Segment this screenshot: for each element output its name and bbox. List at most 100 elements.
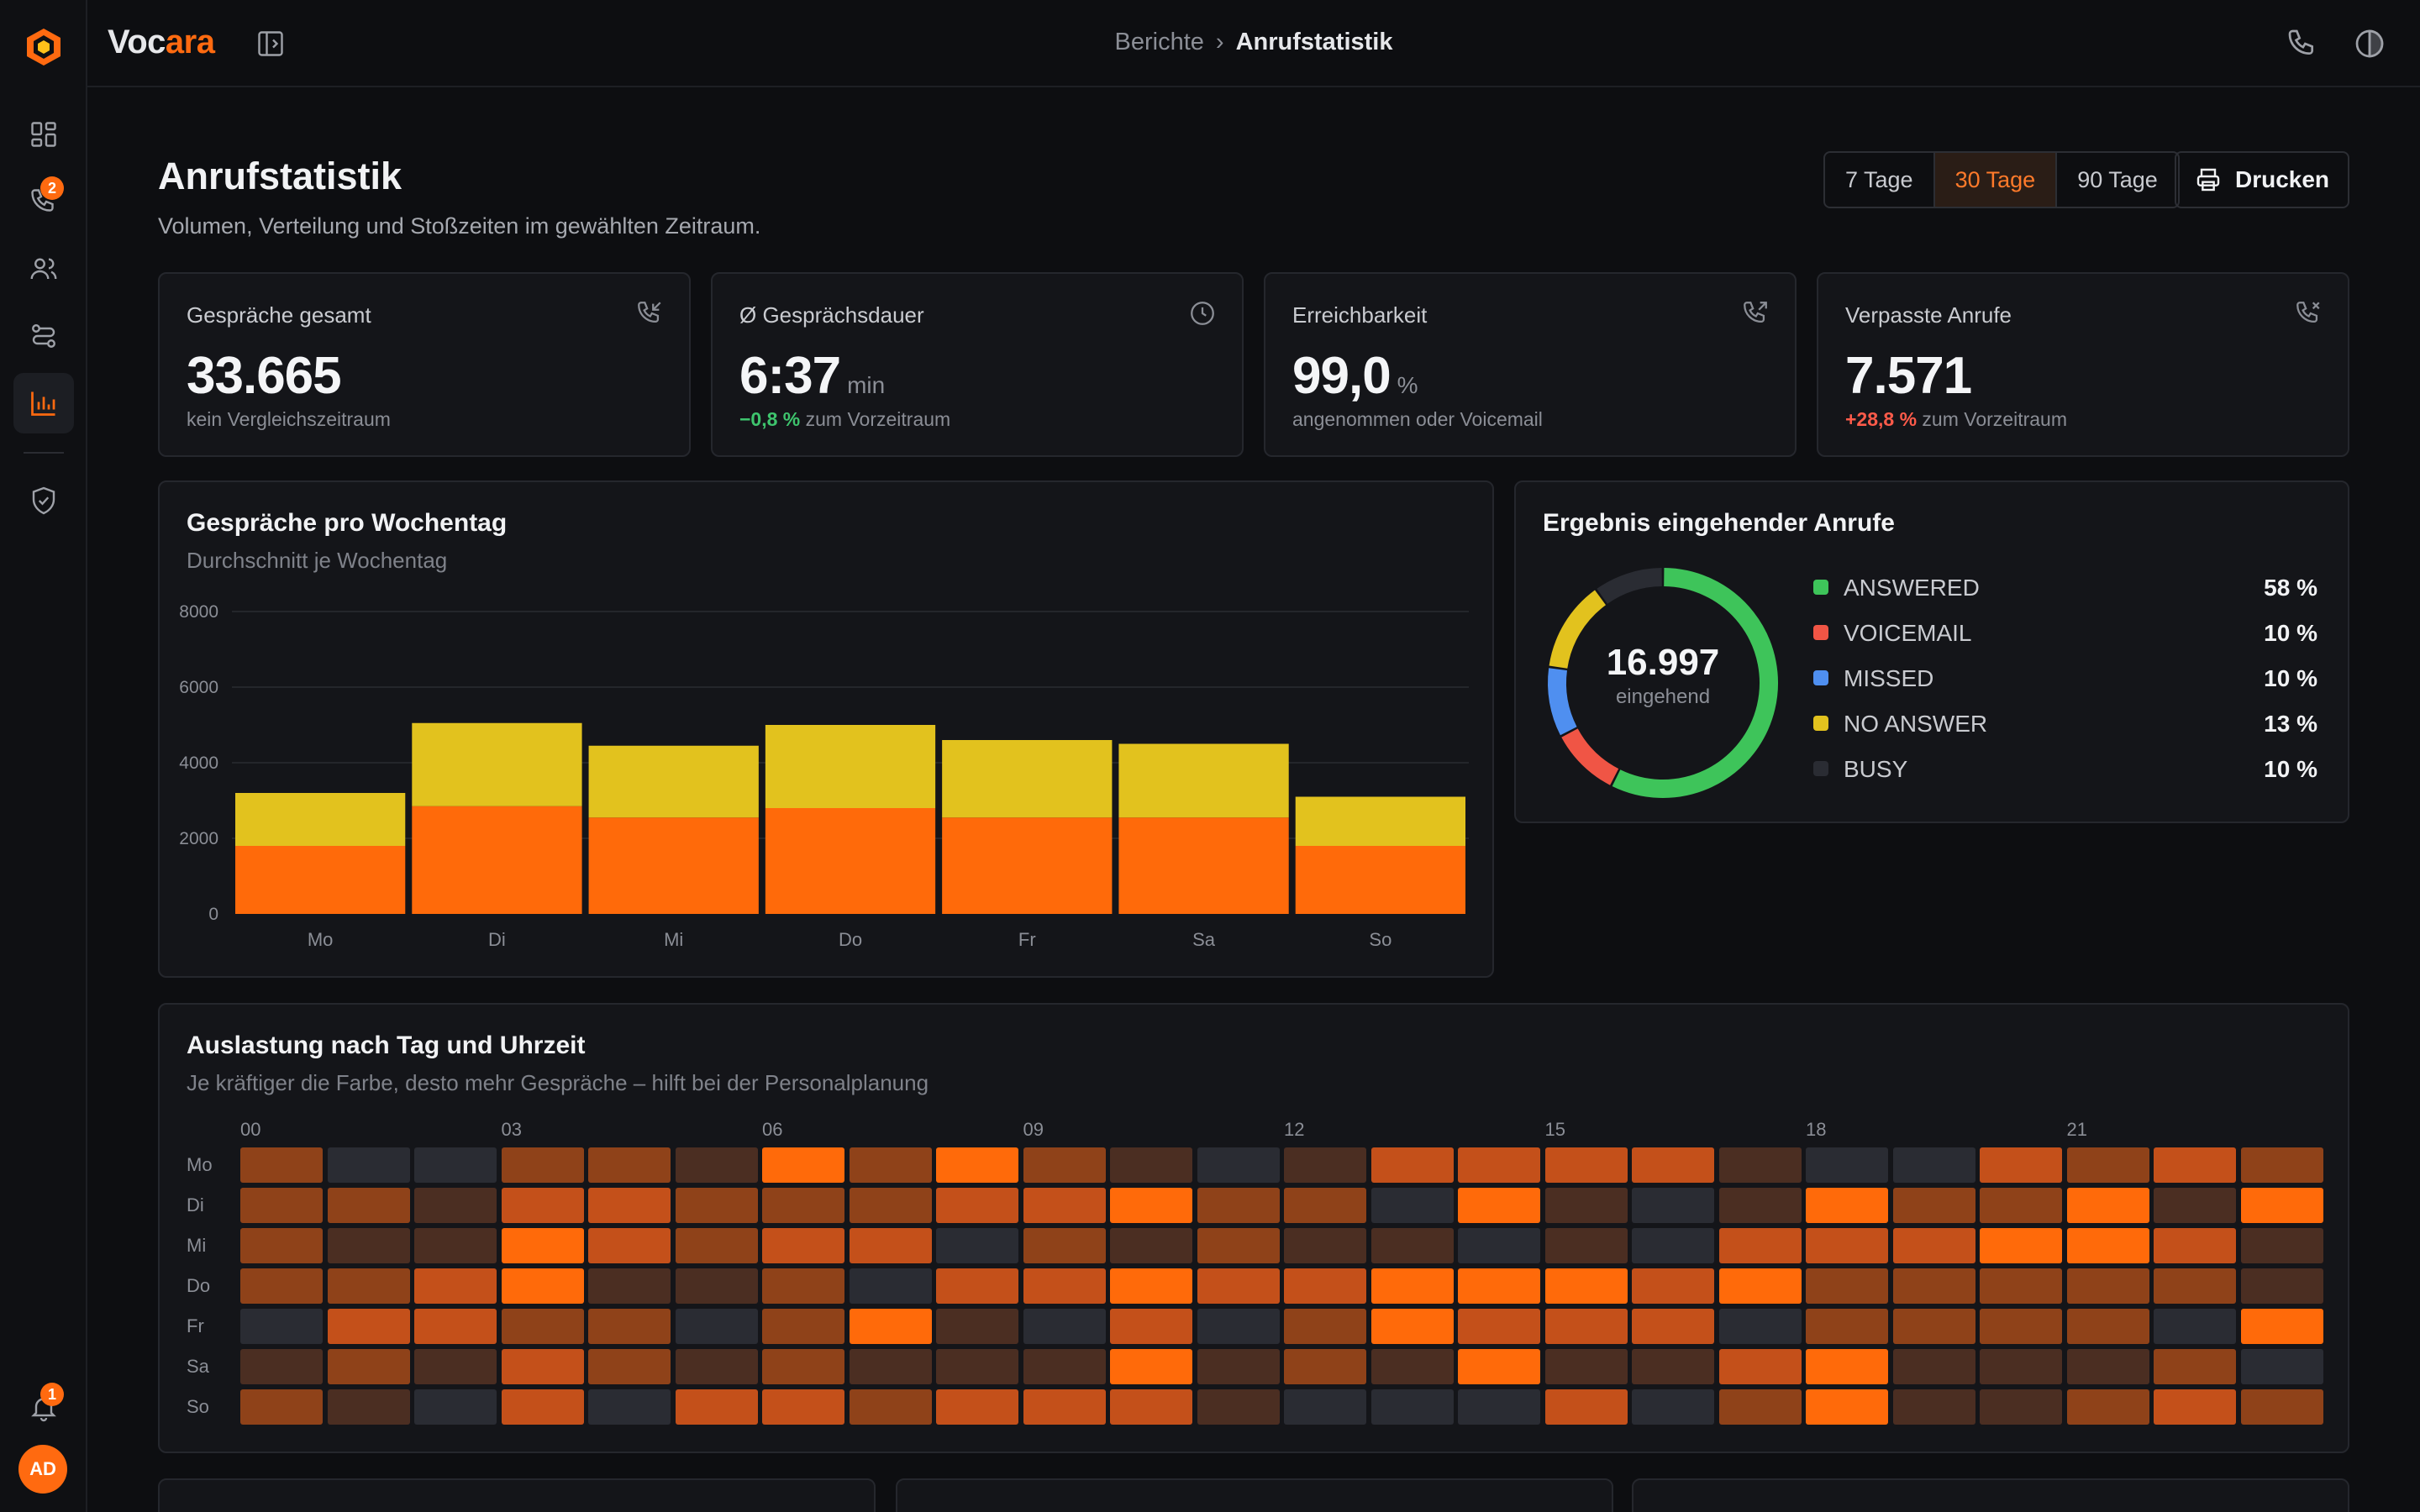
heatmap-cell[interactable] [1980, 1268, 2062, 1304]
legend-item-voicemail[interactable]: VOICEMAIL 10 % [1813, 617, 2317, 650]
heatmap-cell[interactable] [588, 1228, 671, 1263]
heatmap-cell[interactable] [762, 1147, 844, 1183]
heatmap-cell[interactable] [588, 1389, 671, 1425]
heatmap-cell[interactable] [501, 1309, 584, 1344]
heatmap-cell[interactable] [675, 1309, 758, 1344]
heatmap-cell[interactable] [2240, 1389, 2323, 1425]
heatmap-cell[interactable] [2240, 1309, 2323, 1344]
logo-icon[interactable] [25, 27, 62, 67]
theme-toggle-icon[interactable] [2353, 27, 2386, 60]
heatmap-cell[interactable] [588, 1188, 671, 1223]
sidebar-item-contacts[interactable] [13, 239, 74, 299]
heatmap-cell[interactable] [2154, 1389, 2236, 1425]
heatmap-cell[interactable] [849, 1389, 932, 1425]
heatmap-cell[interactable] [1458, 1389, 1540, 1425]
heatmap-cell[interactable] [1458, 1349, 1540, 1384]
heatmap-cell[interactable] [1284, 1349, 1366, 1384]
heatmap-cell[interactable] [588, 1349, 671, 1384]
phone-icon[interactable] [2286, 27, 2319, 60]
heatmap-cell[interactable] [1806, 1228, 1888, 1263]
heatmap-cell[interactable] [675, 1147, 758, 1183]
heatmap-cell[interactable] [1370, 1389, 1454, 1425]
heatmap-cell[interactable] [2240, 1268, 2323, 1304]
sidebar-toggle-icon[interactable] [255, 29, 286, 59]
heatmap-cell[interactable] [936, 1349, 1018, 1384]
heatmap-cell[interactable] [762, 1188, 844, 1223]
bar-segment-di-0[interactable] [412, 806, 582, 914]
notifications-button[interactable]: 1 [13, 1378, 74, 1438]
heatmap-cell[interactable] [936, 1228, 1018, 1263]
heatmap-cell[interactable] [501, 1228, 584, 1263]
heatmap-cell[interactable] [1023, 1147, 1106, 1183]
heatmap-cell[interactable] [327, 1268, 410, 1304]
range-90-days[interactable]: 90 Tage [2077, 167, 2158, 192]
heatmap-cell[interactable] [240, 1147, 323, 1183]
heatmap-cell[interactable] [1110, 1188, 1192, 1223]
heatmap-cell[interactable] [240, 1389, 323, 1425]
heatmap-cell[interactable] [2240, 1228, 2323, 1263]
heatmap-cell[interactable] [1806, 1349, 1888, 1384]
heatmap-cell[interactable] [1980, 1147, 2062, 1183]
donut-slice-missed[interactable] [1548, 668, 1577, 736]
heatmap-cell[interactable] [414, 1147, 497, 1183]
legend-item-busy[interactable]: BUSY 10 % [1813, 753, 2317, 786]
sidebar-item-routing[interactable] [13, 306, 74, 366]
heatmap-cell[interactable] [501, 1389, 584, 1425]
donut-slice-no-answer[interactable] [1549, 590, 1607, 669]
heatmap-cell[interactable] [1718, 1268, 1802, 1304]
heatmap-cell[interactable] [849, 1188, 932, 1223]
sidebar-item-security[interactable] [13, 470, 74, 531]
heatmap-cell[interactable] [1197, 1309, 1280, 1344]
range-30-days[interactable]: 30 Tage [1934, 153, 2058, 207]
legend-item-missed[interactable]: MISSED 10 % [1813, 662, 2317, 696]
heatmap-cell[interactable] [1370, 1349, 1454, 1384]
bar-segment-sa-1[interactable] [1118, 743, 1289, 818]
heatmap-cell[interactable] [1284, 1147, 1366, 1183]
heatmap-cell[interactable] [240, 1228, 323, 1263]
bar-segment-fr-1[interactable] [942, 740, 1113, 818]
heatmap-cell[interactable] [1370, 1268, 1454, 1304]
heatmap-cell[interactable] [501, 1349, 584, 1384]
heatmap-cell[interactable] [1632, 1349, 1714, 1384]
heatmap-cell[interactable] [2154, 1349, 2236, 1384]
heatmap-cell[interactable] [1458, 1188, 1540, 1223]
heatmap-cell[interactable] [1544, 1268, 1628, 1304]
heatmap-cell[interactable] [1458, 1309, 1540, 1344]
heatmap-cell[interactable] [1197, 1147, 1280, 1183]
heatmap-cell[interactable] [936, 1147, 1018, 1183]
heatmap-cell[interactable] [1544, 1147, 1628, 1183]
heatmap-cell[interactable] [1023, 1389, 1106, 1425]
heatmap-cell[interactable] [2066, 1349, 2149, 1384]
heatmap-cell[interactable] [1718, 1188, 1802, 1223]
heatmap-cell[interactable] [1718, 1228, 1802, 1263]
heatmap-cell[interactable] [1110, 1228, 1192, 1263]
heatmap-cell[interactable] [1980, 1309, 2062, 1344]
bar-segment-mi-1[interactable] [588, 745, 759, 818]
heatmap-cell[interactable] [327, 1228, 410, 1263]
heatmap-cell[interactable] [1544, 1228, 1628, 1263]
heatmap-cell[interactable] [1892, 1309, 1975, 1344]
heatmap-cell[interactable] [1806, 1309, 1888, 1344]
heatmap-cell[interactable] [936, 1389, 1018, 1425]
heatmap-cell[interactable] [1110, 1309, 1192, 1344]
heatmap-cell[interactable] [1632, 1268, 1714, 1304]
heatmap-cell[interactable] [2154, 1309, 2236, 1344]
heatmap-cell[interactable] [762, 1389, 844, 1425]
heatmap-cell[interactable] [501, 1147, 584, 1183]
heatmap-cell[interactable] [1458, 1228, 1540, 1263]
heatmap-cell[interactable] [1284, 1268, 1366, 1304]
heatmap-cell[interactable] [2066, 1389, 2149, 1425]
heatmap-cell[interactable] [1284, 1309, 1366, 1344]
heatmap-cell[interactable] [1370, 1147, 1454, 1183]
heatmap-cell[interactable] [240, 1309, 323, 1344]
heatmap-cell[interactable] [936, 1268, 1018, 1304]
heatmap-cell[interactable] [1284, 1389, 1366, 1425]
heatmap-cell[interactable] [1632, 1188, 1714, 1223]
bar-segment-do-1[interactable] [765, 725, 936, 808]
heatmap-cell[interactable] [1110, 1268, 1192, 1304]
heatmap-cell[interactable] [1980, 1349, 2062, 1384]
heatmap-cell[interactable] [675, 1188, 758, 1223]
bar-segment-mo-1[interactable] [235, 793, 406, 846]
heatmap-cell[interactable] [2066, 1309, 2149, 1344]
bar-segment-di-1[interactable] [412, 722, 582, 806]
